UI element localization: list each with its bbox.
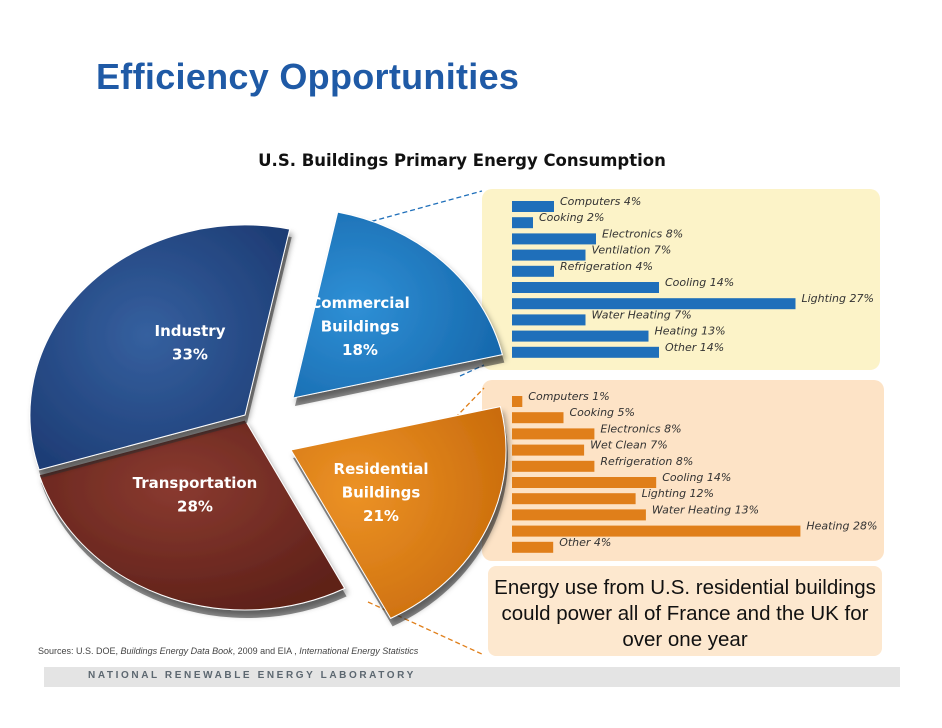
pie-slice-transportation (38, 419, 346, 611)
residential-bar-label-7: Water Heating 13% (652, 503, 759, 516)
pie-label-residential-buildings-0: Residential (334, 460, 429, 478)
pie-slice-residential (290, 406, 507, 620)
residential-bar-7 (512, 509, 646, 521)
commercial-bar-label-8: Heating 13% (655, 325, 726, 338)
pie-slice-industry (29, 224, 291, 471)
pie-label-commercial-buildings-1: Buildings (321, 318, 400, 336)
commercial-bar-label-2: Electronics 8% (602, 227, 683, 240)
sources-note: Sources: U.S. DOE, Buildings Energy Data… (38, 646, 418, 656)
pie-label-transportation-1: 28% (177, 498, 213, 516)
residential-bar-9 (512, 541, 554, 553)
pie-label-commercial-buildings-2: 18% (342, 341, 378, 359)
commercial-bar-label-6: Lighting 27% (802, 292, 874, 305)
residential-bar-label-4: Refrigeration 8% (600, 455, 693, 468)
commercial-bar-7 (512, 314, 586, 326)
connector-commercial-bottom (459, 364, 485, 377)
residential-bar-label-1: Cooking 5% (570, 406, 635, 419)
footer-text: NATIONAL RENEWABLE ENERGY LABORATORY (88, 670, 416, 681)
pie-slice-commercial (292, 211, 503, 399)
residential-bar-3 (512, 444, 585, 456)
residential-bar-label-6: Lighting 12% (642, 487, 714, 500)
commercial-bar-label-4: Refrigeration 4% (560, 260, 653, 273)
connector-residential-top (454, 387, 485, 419)
commercial-bar-0 (512, 201, 554, 212)
callout-box: Energy use from U.S. residential buildin… (488, 566, 882, 656)
slide-title: Efficiency Opportunities (96, 56, 520, 97)
commercial-bar-6 (512, 298, 796, 310)
sources-prefix: Sources: U.S. DOE, (38, 646, 119, 656)
commercial-bar-9 (512, 346, 659, 358)
sources-mid: , 2009 and EIA , (232, 646, 297, 656)
residential-bar-1 (512, 412, 564, 424)
commercial-bar-1 (512, 217, 533, 229)
commercial-bar-3 (512, 249, 586, 261)
residential-bar-4 (512, 460, 595, 472)
sources-stats: International Energy Statistics (299, 646, 419, 656)
sources-book: Buildings Energy Data Book (120, 646, 233, 656)
commercial-bar-label-9: Other 14% (665, 341, 724, 354)
pie-label-residential-buildings-1: Buildings (342, 484, 421, 502)
residential-bar-5 (512, 477, 657, 488)
commercial-bar-5 (512, 282, 659, 293)
commercial-bar-4 (512, 265, 554, 277)
commercial-bar-label-5: Cooling 14% (665, 276, 734, 289)
commercial-bar-label-3: Ventilation 7% (592, 244, 672, 257)
residential-bar-2 (512, 428, 595, 440)
commercial-bar-label-7: Water Heating 7% (592, 308, 692, 321)
commercial-bar-label-1: Cooking 2% (539, 211, 604, 224)
pie-label-commercial-buildings-0: Commercial (310, 294, 409, 312)
residential-bar-label-0: Computers 1% (528, 390, 609, 403)
commercial-bar-8 (512, 330, 649, 342)
pie-label-industry-1: 33% (172, 346, 208, 364)
pie-label-industry-0: Industry (155, 322, 226, 340)
pie-label-transportation-0: Transportation (133, 474, 258, 492)
residential-bar-0 (512, 396, 523, 407)
commercial-bar-2 (512, 233, 596, 245)
chart-title: U.S. Buildings Primary Energy Consumptio… (258, 151, 666, 170)
residential-bar-label-9: Other 4% (559, 536, 611, 549)
residential-bar-8 (512, 525, 801, 537)
commercial-bar-label-0: Computers 4% (560, 195, 641, 208)
connector-residential-bottom (367, 601, 485, 656)
footer-bar (44, 667, 900, 687)
residential-bar-label-3: Wet Clean 7% (590, 439, 668, 452)
pie-label-residential-buildings-2: 21% (363, 507, 399, 525)
residential-bar-label-2: Electronics 8% (600, 422, 681, 435)
residential-bar-label-8: Heating 28% (806, 520, 877, 533)
residential-bar-6 (512, 493, 636, 505)
residential-bar-label-5: Cooling 14% (662, 471, 731, 484)
